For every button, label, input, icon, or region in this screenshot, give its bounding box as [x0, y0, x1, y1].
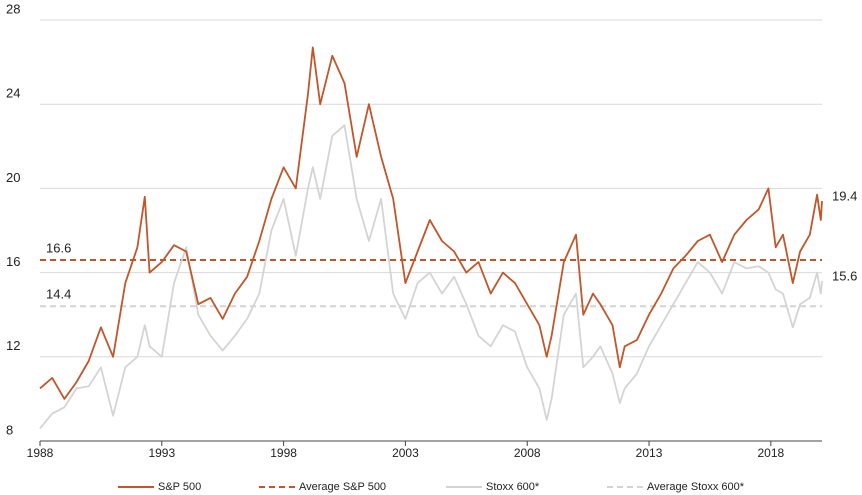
average-label: 16.6	[46, 240, 71, 255]
x-tick-label: 1988	[27, 446, 54, 460]
end-label: 19.4	[832, 188, 857, 203]
legend-item: S&P 500	[118, 481, 201, 493]
y-tick-label: 8	[6, 422, 13, 437]
legend-item: Stoxx 600*	[446, 481, 540, 493]
x-tick-label: 1993	[148, 446, 175, 460]
x-tick-label: 2013	[636, 446, 663, 460]
x-tick-label: 1998	[270, 446, 297, 460]
legend-label: Stoxx 600*	[486, 481, 540, 493]
series-line	[39, 46, 823, 400]
legend-label: S&P 500	[158, 481, 201, 493]
legend-label: Average S&P 500	[299, 481, 386, 493]
y-tick-label: 24	[6, 86, 20, 101]
legend-item: Average Stoxx 600*	[607, 481, 745, 493]
series-line	[39, 124, 823, 429]
x-tick-label: 2008	[514, 446, 541, 460]
y-tick-label: 16	[6, 254, 20, 269]
y-tick-label: 12	[6, 338, 20, 353]
average-label: 14.4	[46, 287, 71, 302]
legend-item: Average S&P 500	[259, 481, 386, 493]
y-tick-label: 20	[6, 170, 20, 185]
end-label: 15.6	[832, 268, 857, 283]
legend-label: Average Stoxx 600*	[647, 481, 745, 493]
x-tick-label: 2003	[392, 446, 419, 460]
x-tick-label: 2018	[757, 446, 784, 460]
y-tick-label: 28	[6, 1, 20, 16]
